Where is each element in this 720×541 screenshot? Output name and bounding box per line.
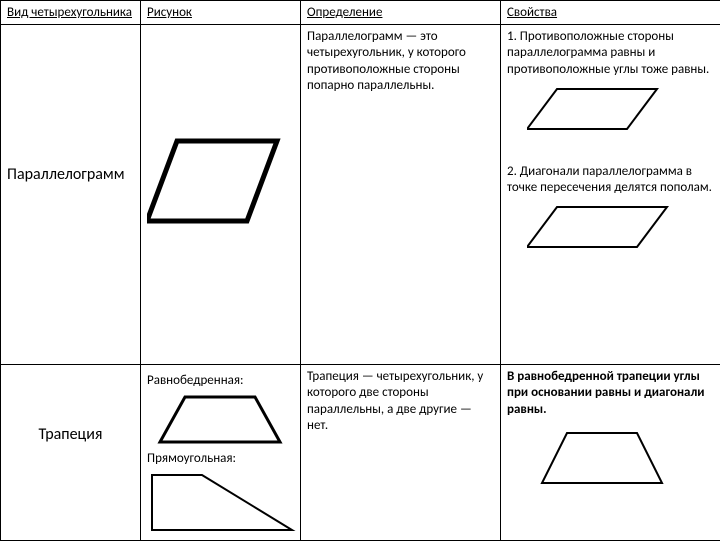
- parallelogram-row: Параллелограмм Параллелограмм — это четы…: [1, 25, 720, 365]
- trapezoid-iso-svg: [155, 392, 285, 447]
- trapezoid-iso-shape-icon: [155, 390, 294, 447]
- parallelogram-drawing-cell: [141, 25, 301, 365]
- spacer: [507, 134, 714, 164]
- trapezoid-row: Трапеция Равнобедренная: Прямоугольная: …: [1, 365, 720, 541]
- quadrilateral-table: Вид четырехугольника Рисунок Определение…: [0, 0, 720, 541]
- parallelogram-prop1: 1. Противоположные стороны параллелограм…: [507, 29, 714, 78]
- header-drawing: Рисунок: [141, 1, 301, 25]
- trapezoid-definition: Трапеция — четырехугольник, у которого д…: [301, 365, 501, 541]
- header-type: Вид четырехугольника: [1, 1, 141, 25]
- parallelogram-prop2-svg: [527, 202, 677, 252]
- parallelogram-prop2: 2. Диагонали параллелограмма в точке пер…: [507, 164, 714, 197]
- trapezoid-right-shape-icon: [147, 468, 294, 535]
- trapezoid-drawing-cell: Равнобедренная: Прямоугольная:: [141, 365, 301, 541]
- parallelogram-shape-icon: [147, 129, 294, 231]
- parallelogram-name-cell: Параллелограмм: [1, 25, 141, 365]
- trapezoid-props-cell: В равнобедренной трапеции углы при основ…: [501, 365, 720, 541]
- trapezoid-prop-shape-icon: [537, 426, 714, 488]
- trapezoid-props: В равнобедренной трапеции углы при основ…: [507, 369, 714, 418]
- parallelogram-name: Параллелограмм: [7, 165, 134, 184]
- parallelogram-definition: Параллелограмм — это четырехугольник, у …: [301, 25, 501, 365]
- trapezoid-prop-svg: [537, 428, 667, 488]
- parallelogram-prop2-shape-icon: [527, 200, 714, 252]
- parallelogram-svg: [147, 131, 287, 231]
- trapezoid-name: Трапеция: [1, 365, 141, 541]
- parallelogram-prop1-svg: [527, 84, 667, 134]
- trapezoid-right-svg: [147, 470, 297, 535]
- header-definition: Определение: [301, 1, 501, 25]
- parallelogram-props-cell: 1. Противоположные стороны параллелограм…: [501, 25, 720, 365]
- trapezoid-right-label: Прямоугольная:: [147, 451, 294, 466]
- trapezoid-iso-label: Равнобедренная:: [147, 373, 294, 388]
- header-properties: Свойства: [501, 1, 720, 25]
- header-row: Вид четырехугольника Рисунок Определение…: [1, 1, 720, 25]
- parallelogram-prop1-shape-icon: [527, 82, 714, 134]
